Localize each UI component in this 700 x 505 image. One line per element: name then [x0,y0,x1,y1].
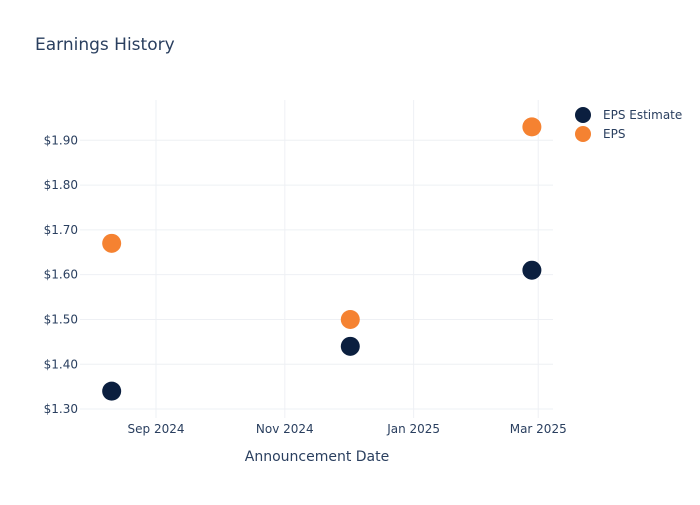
y-tick-label: $1.50 [44,312,78,326]
y-axis-ticks: $1.30 $1.40 $1.50 $1.60 $1.70 $1.80 $1.90 [44,133,78,416]
legend-label: EPS [603,127,625,141]
y-tick-label: $1.40 [44,357,78,371]
data-point-eps-estimate[interactable] [340,336,360,356]
legend-marker [575,107,591,123]
data-point-eps[interactable] [522,117,542,137]
chart-title: Earnings History [35,35,175,55]
x-tick-label: Nov 2024 [256,422,314,436]
grid [80,100,553,418]
y-tick-label: $1.70 [44,223,78,237]
y-tick-label: $1.60 [44,268,78,282]
legend-marker [575,126,591,142]
data-point-eps[interactable] [102,233,122,253]
x-axis-ticks: Sep 2024 Nov 2024 Jan 2025 Mar 2025 [128,422,567,436]
legend-label: EPS Estimate [603,108,682,122]
x-tick-label: Mar 2025 [510,422,567,436]
x-tick-label: Sep 2024 [128,422,185,436]
x-tick-label: Jan 2025 [386,422,440,436]
y-tick-label: $1.30 [44,402,78,416]
data-point-eps-estimate[interactable] [102,381,122,401]
y-tick-label: $1.90 [44,133,78,147]
x-axis-label: Announcement Date [245,449,389,465]
y-tick-label: $1.80 [44,178,78,192]
data-point-eps[interactable] [340,309,360,329]
data-points [102,117,542,401]
legend: EPS Estimate EPS [575,107,682,142]
data-point-eps-estimate[interactable] [522,260,542,280]
